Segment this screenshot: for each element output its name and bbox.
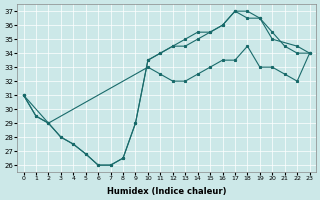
- X-axis label: Humidex (Indice chaleur): Humidex (Indice chaleur): [107, 187, 226, 196]
